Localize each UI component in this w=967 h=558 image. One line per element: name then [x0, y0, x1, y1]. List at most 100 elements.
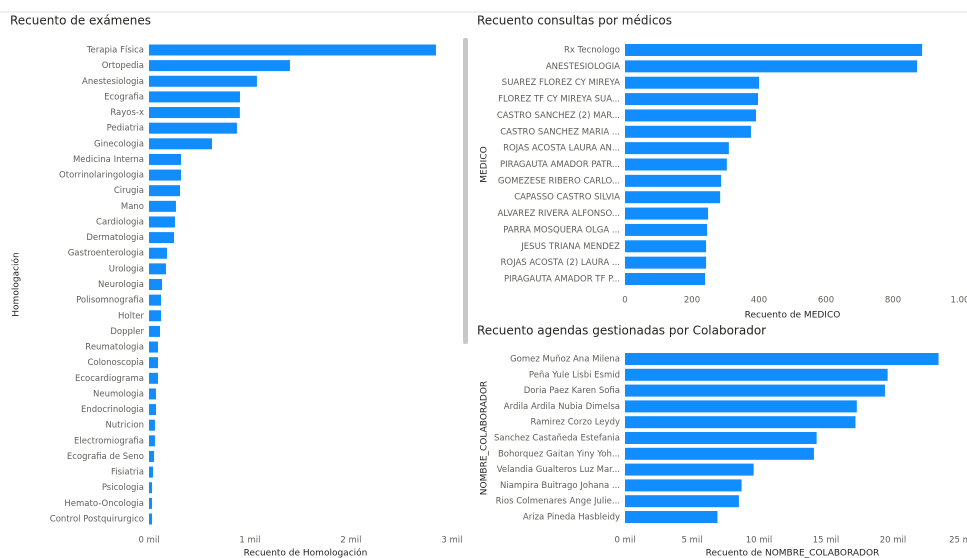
y-axis-title: NOMBRE_COLABORADOR [480, 381, 490, 495]
x-axis-title: Recuento de MEDICO [745, 311, 841, 321]
bar [149, 169, 182, 181]
y-tick-label: Terapia Física [86, 46, 144, 56]
y-tick-label: ANESTESIOLOGIA [546, 62, 620, 72]
y-tick-label: Cirugia [114, 186, 144, 196]
bar [625, 273, 706, 285]
y-tick-label: Ginecologia [94, 139, 144, 149]
x-axis-title: Recuento de NOMBRE_COLABORADOR [706, 549, 880, 558]
y-tick-label: Fisiatria [111, 468, 144, 478]
y-tick-label: Ecografia de Seno [67, 452, 144, 462]
y-tick-label: Urologia [109, 264, 144, 274]
y-tick-label: GOMEZESE RIBERO CARLO... [498, 176, 620, 186]
x-tick-label: 15 mil [813, 536, 840, 546]
y-tick-label: Colonoscopia [87, 358, 144, 368]
bar [625, 256, 707, 269]
bar [149, 247, 167, 259]
chart-title: Recuento de exámenes [10, 14, 151, 28]
y-tick-label: Nutricion [105, 421, 144, 431]
bar [149, 185, 180, 197]
x-tick-label: 200 [684, 296, 700, 306]
bar [149, 341, 158, 353]
y-tick-label: Bohorquez Gaitan Yiny Yoh... [498, 449, 620, 459]
x-tick-label: 10 mil [746, 536, 773, 546]
bar [149, 325, 161, 337]
bar [625, 76, 759, 89]
bar [149, 404, 156, 416]
y-tick-label: CASTRO SANCHEZ (2) MAR... [497, 111, 620, 121]
bar [625, 368, 888, 381]
bar [625, 511, 718, 523]
bar [149, 200, 176, 212]
scrollbar[interactable] [463, 38, 468, 344]
bar [625, 432, 817, 444]
bar [149, 75, 257, 87]
bar [625, 93, 758, 106]
y-tick-label: Electromiografia [74, 436, 144, 446]
x-tick-label: 20 mil [880, 536, 907, 546]
y-tick-label: Holter [118, 311, 145, 321]
y-tick-label: PIRAGAUTA AMADOR PATR... [500, 160, 620, 170]
y-tick-label: Control Postquirurgico [50, 515, 144, 525]
x-tick-label: 25 m [949, 536, 967, 546]
y-tick-label: Rios Colmenares Ange Julie... [496, 497, 620, 507]
bar [149, 263, 166, 275]
bar [625, 158, 727, 171]
bar [149, 497, 153, 509]
x-tick-label: 0 mil [614, 536, 635, 546]
bar [149, 482, 153, 494]
y-tick-label: Hemato-Oncologia [64, 499, 144, 509]
y-tick-label: JESUS TRIANA MENDEZ [520, 242, 620, 252]
y-tick-label: Reumatologia [85, 343, 144, 353]
bar [149, 122, 237, 134]
bar [149, 435, 155, 447]
bar [149, 466, 154, 478]
y-tick-label: Sanchez Castañeda Estefania [494, 434, 620, 444]
bar [149, 388, 156, 400]
bar [625, 109, 756, 122]
y-tick-label: Neurologia [98, 280, 144, 290]
y-axis-title: MEDICO [480, 146, 490, 182]
y-tick-label: Gastroenterologia [68, 249, 144, 259]
bar [625, 447, 814, 460]
y-tick-label: Velandia Gualteros Luz Mar... [497, 465, 620, 475]
y-tick-label: Ecocardiograma [75, 374, 144, 384]
y-tick-label: PIRAGAUTA AMADOR TF P... [504, 275, 620, 285]
bar [625, 44, 923, 56]
bar [625, 384, 885, 397]
x-tick-label: 800 [885, 296, 901, 306]
x-tick-label: 5 mil [681, 536, 702, 546]
bar [625, 240, 707, 253]
y-tick-label: Polisomnografia [76, 296, 144, 306]
x-tick-label: 0 mil [138, 536, 159, 546]
bar [149, 450, 155, 462]
y-tick-label: Dermatologia [86, 233, 144, 243]
bar [149, 310, 162, 322]
y-tick-label: Ariza Pineda Hasbleidy [523, 513, 620, 523]
y-tick-label: Ortopedia [102, 61, 144, 71]
x-tick-label: 0 [622, 296, 627, 306]
chart-title: Recuento consultas por médicos [477, 14, 672, 28]
bar [625, 60, 918, 73]
bar [149, 294, 162, 306]
bar [625, 174, 722, 187]
bar [149, 357, 158, 369]
y-tick-label: Rx Tecnologo [564, 46, 620, 56]
bar [149, 44, 436, 56]
y-tick-label: Medicina Interna [73, 155, 144, 165]
bar [149, 138, 213, 150]
y-tick-label: Neumologia [93, 389, 144, 399]
x-tick-label: 400 [751, 296, 767, 306]
y-tick-label: Ardila Ardila Nubia Dimelsa [504, 402, 620, 412]
x-tick-label: 2 mil [340, 536, 361, 546]
y-tick-label: PARRA MOSQUERA OLGA ... [503, 225, 620, 235]
y-tick-label: Rayos-x [110, 108, 144, 118]
y-tick-label: CAPASSO CASTRO SILVIA [514, 193, 620, 203]
bar [149, 107, 240, 119]
bar [625, 207, 709, 220]
y-tick-label: FLOREZ TF CY MIREYA SUA... [498, 95, 620, 105]
bar [625, 400, 857, 413]
y-tick-label: Peña Yule Lisbi Esmid [529, 370, 620, 380]
y-tick-label: Doria Paez Karen Sofia [524, 386, 620, 396]
bar [625, 495, 739, 508]
x-tick-label: 1 mil [239, 536, 260, 546]
